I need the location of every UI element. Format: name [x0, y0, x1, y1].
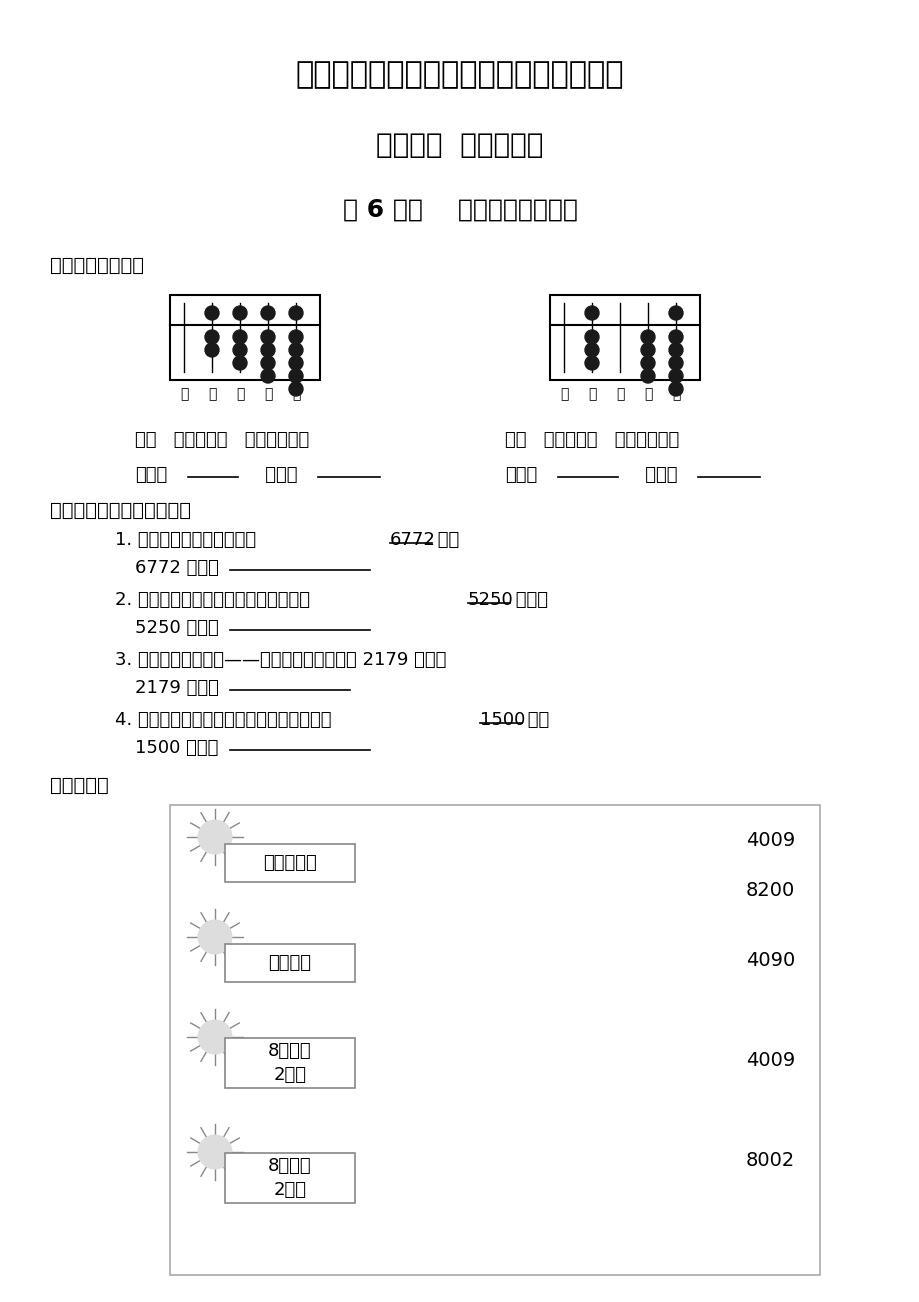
Text: 读作：: 读作：: [248, 466, 297, 484]
Circle shape: [289, 355, 302, 370]
Text: 写作：: 写作：: [505, 466, 537, 484]
Text: 1. 南京长江大桥铁路桥长约: 1. 南京长江大桥铁路桥长约: [115, 531, 262, 549]
Circle shape: [641, 329, 654, 344]
Text: 5250: 5250: [468, 591, 513, 609]
Circle shape: [233, 329, 246, 344]
FancyBboxPatch shape: [170, 296, 320, 380]
Text: 一、看图填一填。: 一、看图填一填。: [50, 255, 144, 275]
Circle shape: [641, 355, 654, 370]
Circle shape: [289, 342, 302, 357]
Circle shape: [668, 368, 682, 383]
FancyBboxPatch shape: [170, 805, 819, 1275]
Circle shape: [584, 329, 598, 344]
Text: 6772: 6772: [390, 531, 436, 549]
Text: 4090: 4090: [745, 950, 794, 970]
Circle shape: [261, 355, 275, 370]
Text: 个: 个: [671, 387, 679, 401]
FancyBboxPatch shape: [550, 296, 699, 380]
Circle shape: [198, 1135, 232, 1169]
Circle shape: [198, 820, 232, 854]
Circle shape: [289, 381, 302, 396]
FancyBboxPatch shape: [225, 1154, 355, 1203]
Text: 由（   ）个千和（   ）个一组成。: 由（ ）个千和（ ）个一组成。: [505, 431, 678, 449]
Text: 1500: 1500: [480, 711, 525, 729]
Circle shape: [641, 342, 654, 357]
Text: 二、读出下面横线上的数。: 二、读出下面横线上的数。: [50, 500, 191, 519]
Circle shape: [668, 329, 682, 344]
Circle shape: [584, 355, 598, 370]
Text: 第 6 课时    万以内数的读、写: 第 6 课时 万以内数的读、写: [342, 198, 577, 223]
Text: 万: 万: [179, 387, 188, 401]
Text: 8200: 8200: [745, 880, 794, 900]
Text: 第四单元  万以内的数: 第四单元 万以内的数: [376, 132, 543, 159]
Circle shape: [289, 329, 302, 344]
Circle shape: [668, 342, 682, 357]
FancyBboxPatch shape: [225, 1038, 355, 1088]
Text: 十: 十: [643, 387, 652, 401]
FancyBboxPatch shape: [225, 844, 355, 881]
Text: 千克。: 千克。: [509, 591, 548, 609]
Text: 十: 十: [264, 387, 272, 401]
Text: 3. 中国最长的内陆河——新疆塔里木河全长约 2179 千米。: 3. 中国最长的内陆河——新疆塔里木河全长约 2179 千米。: [115, 651, 446, 669]
Text: 三、连线。: 三、连线。: [50, 776, 108, 794]
Text: 万: 万: [559, 387, 568, 401]
Circle shape: [198, 921, 232, 954]
Text: 4009: 4009: [745, 831, 794, 849]
Text: 百: 百: [235, 387, 244, 401]
Circle shape: [205, 342, 219, 357]
Text: 四千零九: 四千零九: [268, 954, 312, 973]
Circle shape: [205, 306, 219, 320]
Text: 克。: 克。: [521, 711, 549, 729]
Text: 1500 读作：: 1500 读作：: [135, 740, 218, 756]
Text: 8个千和
2个百: 8个千和 2个百: [268, 1157, 312, 1199]
Text: 四千零九十: 四千零九十: [263, 854, 316, 872]
Circle shape: [668, 306, 682, 320]
Circle shape: [261, 342, 275, 357]
Circle shape: [668, 355, 682, 370]
Text: 读作：: 读作：: [628, 466, 676, 484]
Circle shape: [289, 368, 302, 383]
Circle shape: [261, 306, 275, 320]
Circle shape: [233, 342, 246, 357]
Text: 4009: 4009: [745, 1051, 794, 1069]
Text: 6772 读作：: 6772 读作：: [135, 559, 219, 577]
Circle shape: [261, 368, 275, 383]
Circle shape: [584, 306, 598, 320]
Text: 2. 陆地上最大的动物是非洲象，体重约: 2. 陆地上最大的动物是非洲象，体重约: [115, 591, 315, 609]
Text: 由（   ）个千和（   ）个十组成。: 由（ ）个千和（ ）个十组成。: [135, 431, 309, 449]
Circle shape: [205, 329, 219, 344]
FancyBboxPatch shape: [225, 944, 355, 982]
Circle shape: [641, 368, 654, 383]
Text: 苏教版小学数学二年级下册课堂作业设计: 苏教版小学数学二年级下册课堂作业设计: [295, 60, 624, 90]
Text: 千: 千: [208, 387, 216, 401]
Circle shape: [198, 1021, 232, 1053]
Circle shape: [233, 306, 246, 320]
Text: 米。: 米。: [432, 531, 459, 549]
Circle shape: [289, 306, 302, 320]
Text: 4. 世界上最大的鸟是非洲鸵鸟，它的蛋约重: 4. 世界上最大的鸟是非洲鸵鸟，它的蛋约重: [115, 711, 337, 729]
Text: 5250 读作：: 5250 读作：: [135, 618, 219, 637]
Text: 8个千和
2个一: 8个千和 2个一: [268, 1042, 312, 1083]
Text: 个: 个: [291, 387, 300, 401]
Circle shape: [233, 355, 246, 370]
Text: 千: 千: [587, 387, 596, 401]
Text: 2179 读作：: 2179 读作：: [135, 680, 219, 697]
Circle shape: [261, 329, 275, 344]
Circle shape: [584, 342, 598, 357]
Text: 8002: 8002: [745, 1151, 794, 1169]
Circle shape: [668, 381, 682, 396]
Text: 写作：: 写作：: [135, 466, 167, 484]
Text: 百: 百: [615, 387, 623, 401]
